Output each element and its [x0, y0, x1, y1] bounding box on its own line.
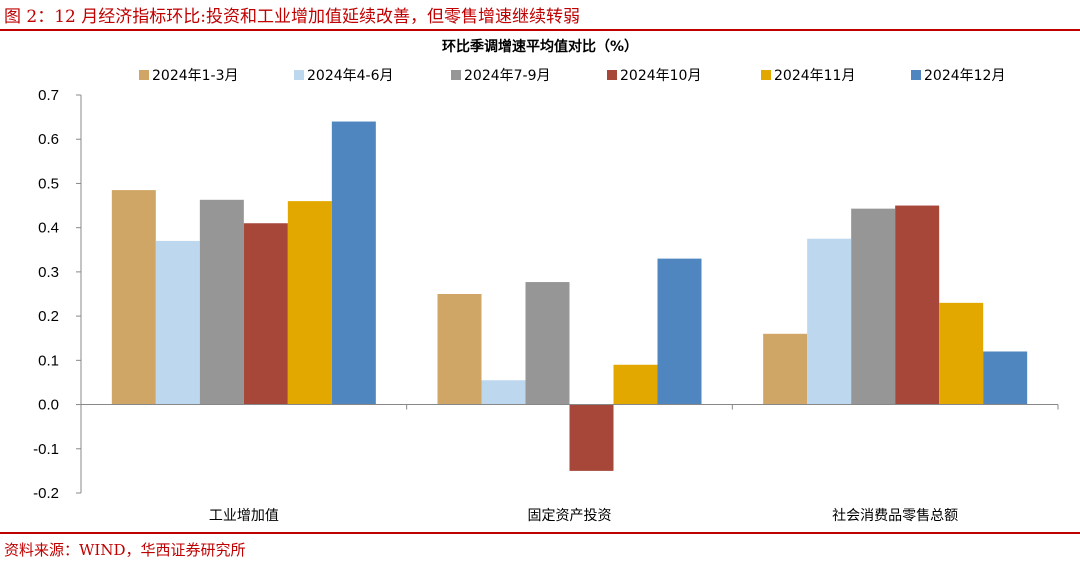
y-tick-label: 0.2 — [38, 308, 59, 325]
bars — [111, 121, 1028, 471]
bar — [525, 282, 570, 405]
y-tick-label: 0.0 — [38, 397, 59, 414]
y-tick-label: 0.4 — [38, 220, 59, 237]
x-category-label: 社会消费品零售总额 — [832, 508, 958, 524]
chart-title: 环比季调增速平均值对比（%） — [442, 38, 638, 55]
bar — [807, 238, 852, 405]
y-tick-label: -0.1 — [33, 441, 59, 458]
bar — [613, 364, 658, 405]
bar — [763, 333, 808, 405]
bar — [569, 404, 614, 471]
bar — [481, 380, 526, 405]
bar — [111, 190, 156, 405]
y-tick-label: 0.3 — [38, 264, 59, 281]
bar — [851, 208, 896, 405]
bottom-divider — [0, 532, 1080, 534]
legend-swatch — [761, 70, 771, 80]
bar — [939, 302, 984, 405]
legend-label: 2024年10月 — [620, 68, 701, 84]
top-divider — [0, 29, 1080, 31]
legend-swatch — [451, 70, 461, 80]
legend-label: 2024年12月 — [924, 68, 1005, 84]
figure-title: 图 2：12 月经济指标环比:投资和工业增加值延续改善，但零售增速继续转弱 — [4, 7, 580, 27]
y-tick-label: -0.2 — [33, 485, 59, 502]
legend-label: 2024年4-6月 — [307, 68, 394, 84]
bar — [983, 351, 1028, 405]
y-axis: 0.7 0.6 0.5 0.4 0.3 0.2 0.1 0.0 -0.1 -0.2 — [33, 87, 82, 502]
source-note: 资料来源：WIND，华西证券研究所 — [4, 541, 246, 559]
x-category-label: 固定资产投资 — [528, 508, 612, 524]
bar — [331, 121, 376, 405]
y-tick-label: 0.6 — [38, 131, 59, 148]
x-category-label: 工业增加值 — [209, 508, 279, 524]
legend: 2024年1-3月 2024年4-6月 2024年7-9月 2024年10月 2024年… — [139, 68, 1005, 84]
legend-swatch — [294, 70, 304, 80]
bar-chart: 环比季调增速平均值对比（%） 2024年1-3月 2024年4-6月 2024年7-… — [33, 38, 1059, 524]
bar — [243, 223, 288, 405]
y-tick-label: 0.7 — [38, 87, 59, 104]
legend-label: 2024年11月 — [774, 68, 855, 84]
bar — [155, 240, 200, 405]
legend-swatch — [607, 70, 617, 80]
legend-swatch — [911, 70, 921, 80]
bar — [287, 201, 332, 405]
y-tick-label: 0.5 — [38, 175, 59, 192]
legend-label: 2024年1-3月 — [152, 68, 239, 84]
bar — [657, 258, 702, 405]
bar — [199, 199, 244, 405]
bar — [895, 205, 940, 405]
y-tick-label: 0.1 — [38, 352, 59, 369]
bar — [437, 294, 482, 405]
legend-label: 2024年7-9月 — [464, 68, 551, 84]
legend-swatch — [139, 70, 149, 80]
x-axis: 工业增加值 固定资产投资 社会消费品零售总额 — [80, 404, 1059, 524]
